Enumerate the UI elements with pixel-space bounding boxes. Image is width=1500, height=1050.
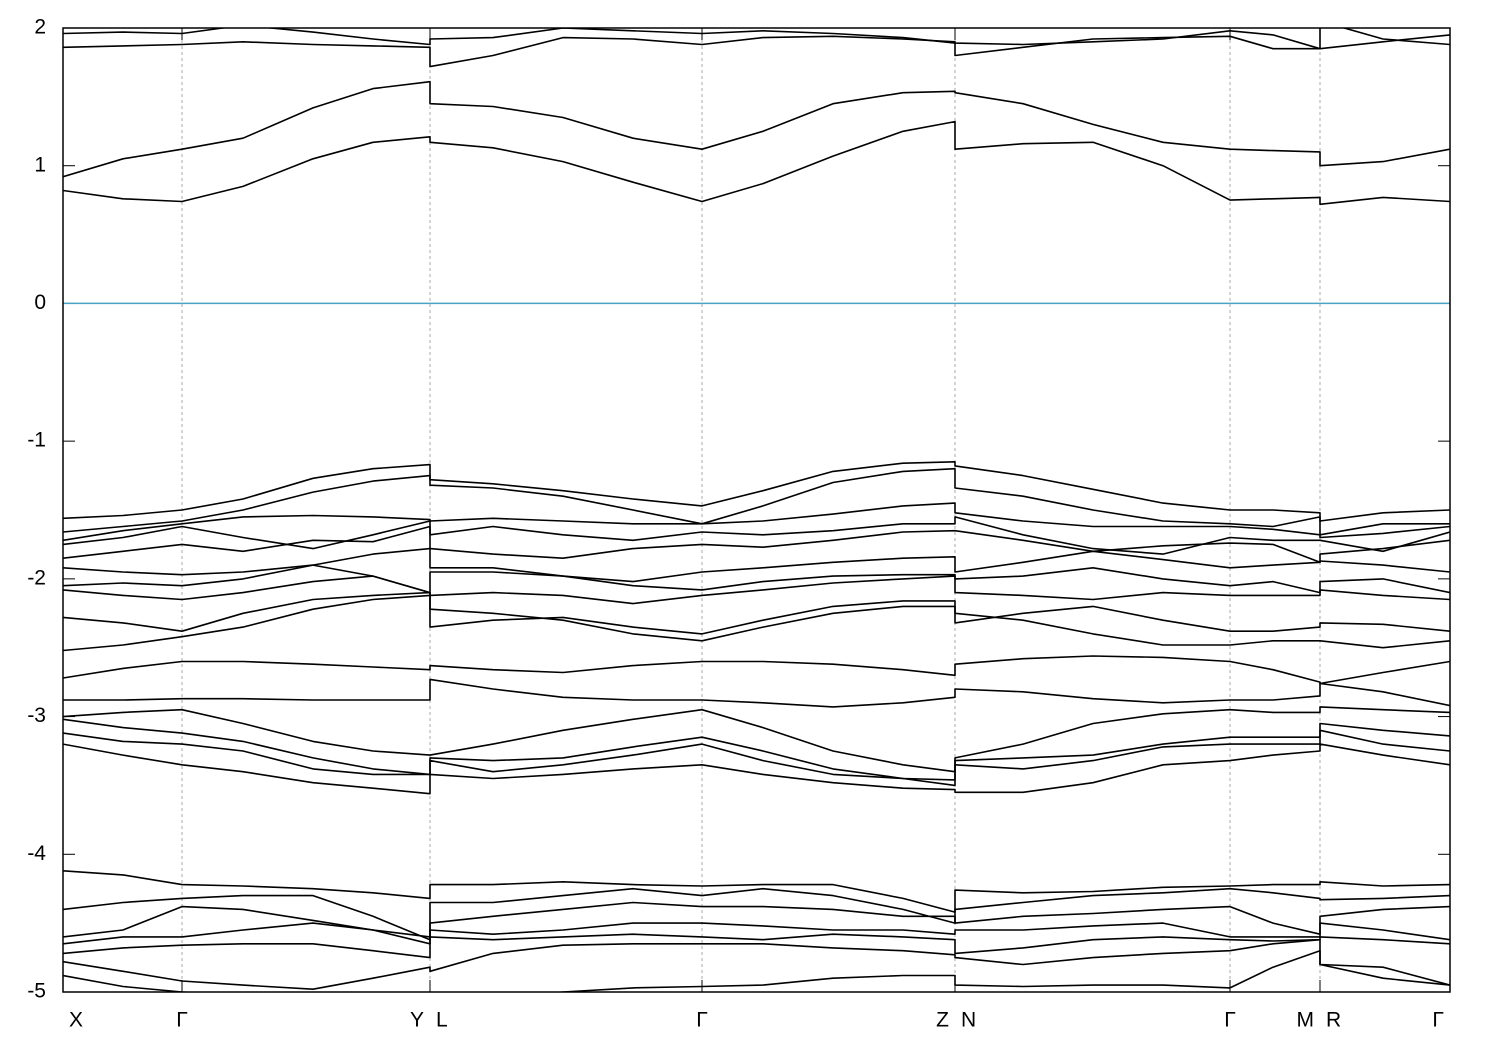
band-line (63, 933, 1450, 959)
band-line (63, 564, 1450, 594)
x-tick-label: Γ (176, 1009, 188, 1032)
y-tick-label: -5 (27, 980, 46, 1003)
band-line (63, 901, 1450, 945)
x-tick-label: Γ (696, 1009, 708, 1032)
band-line (63, 28, 1450, 50)
x-tick-label: Y (410, 1009, 424, 1032)
x-tick-label: N (961, 1009, 976, 1032)
band-line (63, 655, 1450, 685)
band-line (63, 467, 1450, 536)
y-tick-label: 0 (34, 291, 46, 314)
y-tick-label: -1 (27, 429, 46, 452)
band-line (63, 706, 1450, 773)
x-tick-label: M (1297, 1009, 1315, 1032)
band-line (63, 525, 1450, 564)
band-line (63, 718, 1450, 781)
x-tick-label: Z (936, 1009, 949, 1032)
y-tick-label: -2 (27, 566, 46, 589)
band-line (63, 28, 1450, 68)
band-line (63, 887, 1450, 941)
plot-frame (62, 27, 1451, 993)
x-tick-label: R (1326, 1009, 1341, 1032)
band-line (63, 729, 1450, 787)
bands (63, 28, 1450, 992)
band-line (63, 502, 1450, 542)
band-line (63, 461, 1450, 522)
band-line (63, 870, 1450, 913)
band-line (63, 120, 1450, 206)
band-line (63, 80, 1450, 178)
band-line (63, 949, 1450, 992)
x-tick-label: L (436, 1009, 448, 1032)
band-line (63, 594, 1450, 652)
band-line (63, 591, 1450, 635)
band-line (63, 678, 1450, 708)
y-tick-label: -4 (27, 842, 46, 865)
y-tick-label: -3 (27, 704, 46, 727)
band-line (63, 575, 1450, 605)
y-tick-label: 1 (34, 153, 46, 176)
band-line (63, 547, 1450, 583)
band-line (63, 922, 1450, 945)
x-tick-label: Γ (1432, 1009, 1444, 1032)
x-tick-label: Γ (1224, 1009, 1236, 1032)
x-tick-label: X (69, 1009, 83, 1032)
band-line (63, 743, 1450, 795)
band-line (63, 516, 1450, 555)
band-line (63, 938, 1450, 990)
y-tick-label: 2 (34, 16, 46, 39)
